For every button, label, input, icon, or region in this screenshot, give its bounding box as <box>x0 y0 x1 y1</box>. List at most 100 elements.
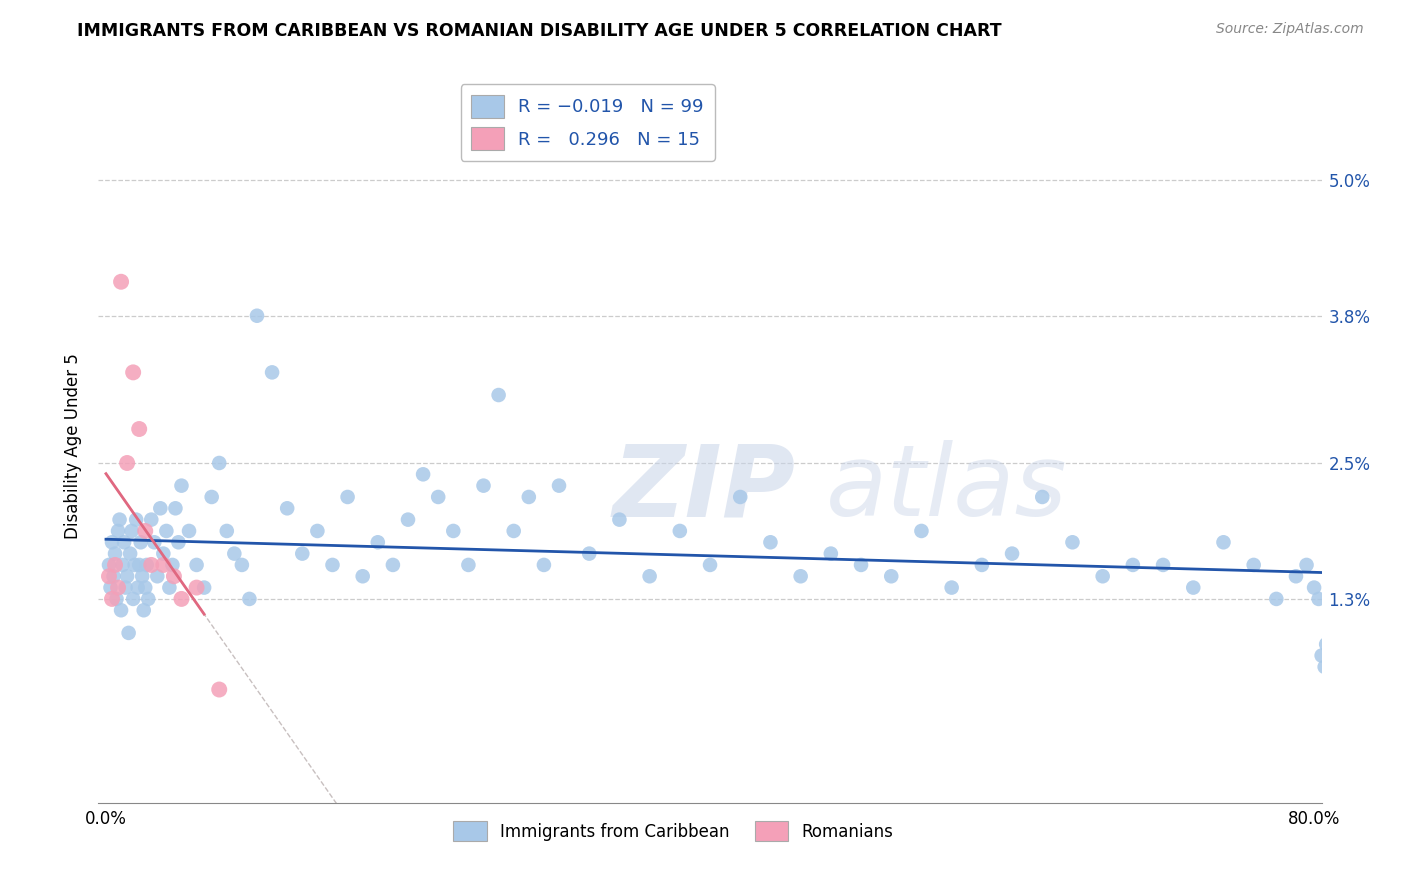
Point <box>104 547 127 561</box>
Point <box>352 569 374 583</box>
Point <box>1303 581 1326 595</box>
Point <box>177 524 200 538</box>
Point <box>110 275 132 289</box>
Point <box>472 478 495 492</box>
Point <box>1308 591 1330 606</box>
Point <box>231 558 253 572</box>
Point <box>1031 490 1053 504</box>
Point <box>1295 558 1317 572</box>
Y-axis label: Disability Age Under 5: Disability Age Under 5 <box>65 353 83 539</box>
Text: atlas: atlas <box>827 441 1069 537</box>
Point <box>548 478 571 492</box>
Point <box>149 501 172 516</box>
Point <box>128 422 150 436</box>
Point <box>1001 547 1024 561</box>
Point <box>125 513 148 527</box>
Point <box>115 569 138 583</box>
Point <box>105 591 128 606</box>
Point <box>336 490 359 504</box>
Point <box>110 603 132 617</box>
Legend: Immigrants from Caribbean, Romanians: Immigrants from Caribbean, Romanians <box>447 814 900 848</box>
Point <box>120 547 142 561</box>
Point <box>1313 660 1336 674</box>
Point <box>789 569 811 583</box>
Text: ZIP: ZIP <box>612 441 796 537</box>
Point <box>152 547 174 561</box>
Point <box>135 558 157 572</box>
Point <box>238 591 260 606</box>
Point <box>141 558 163 572</box>
Point <box>186 558 208 572</box>
Point <box>728 490 751 504</box>
Point <box>224 547 246 561</box>
Point <box>609 513 631 527</box>
Point <box>970 558 993 572</box>
Point <box>396 513 419 527</box>
Point <box>155 524 177 538</box>
Point <box>578 547 600 561</box>
Point <box>107 524 129 538</box>
Point <box>849 558 872 572</box>
Point <box>163 569 186 583</box>
Point <box>291 547 314 561</box>
Point <box>170 478 193 492</box>
Point <box>1243 558 1265 572</box>
Point <box>136 591 159 606</box>
Point <box>880 569 903 583</box>
Point <box>101 591 124 606</box>
Point <box>127 581 149 595</box>
Point <box>820 547 842 561</box>
Point <box>157 581 180 595</box>
Point <box>146 569 169 583</box>
Point <box>134 581 156 595</box>
Point <box>193 581 215 595</box>
Point <box>104 558 127 572</box>
Point <box>124 558 146 572</box>
Point <box>699 558 721 572</box>
Point <box>488 388 510 402</box>
Point <box>112 535 135 549</box>
Point <box>759 535 782 549</box>
Point <box>121 524 143 538</box>
Point <box>208 456 231 470</box>
Point <box>1152 558 1174 572</box>
Point <box>111 558 134 572</box>
Point <box>170 591 193 606</box>
Point <box>117 626 139 640</box>
Point <box>165 501 187 516</box>
Point <box>1122 558 1144 572</box>
Text: Source: ZipAtlas.com: Source: ZipAtlas.com <box>1216 22 1364 37</box>
Point <box>162 558 184 572</box>
Point <box>1062 535 1084 549</box>
Point <box>638 569 661 583</box>
Point <box>367 535 389 549</box>
Point <box>98 558 121 572</box>
Point <box>208 682 231 697</box>
Point <box>128 558 150 572</box>
Point <box>1315 637 1337 651</box>
Point <box>1212 535 1234 549</box>
Point <box>276 501 298 516</box>
Point <box>186 581 208 595</box>
Point <box>100 581 122 595</box>
Point <box>108 513 131 527</box>
Point <box>669 524 692 538</box>
Point <box>115 456 138 470</box>
Point <box>246 309 269 323</box>
Point <box>131 569 153 583</box>
Point <box>1265 591 1288 606</box>
Point <box>941 581 963 595</box>
Point <box>262 365 284 379</box>
Point <box>143 535 166 549</box>
Point <box>321 558 343 572</box>
Point <box>101 535 124 549</box>
Point <box>152 558 174 572</box>
Point <box>167 535 190 549</box>
Point <box>107 581 129 595</box>
Point <box>441 524 464 538</box>
Point <box>114 581 136 595</box>
Point <box>381 558 404 572</box>
Point <box>1310 648 1333 663</box>
Point <box>141 513 163 527</box>
Point <box>457 558 479 572</box>
